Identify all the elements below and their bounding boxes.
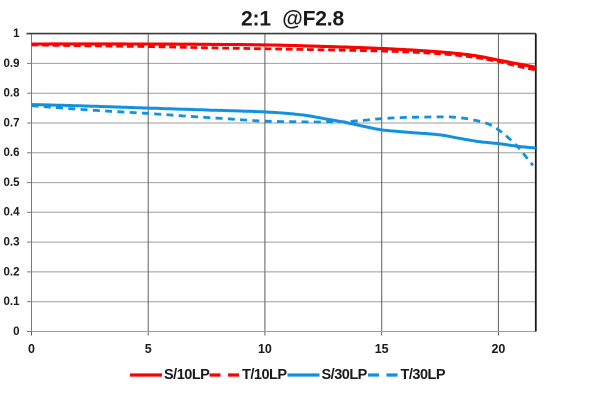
- svg-text:0: 0: [28, 342, 35, 356]
- svg-text:S/30LP: S/30LP: [322, 367, 368, 383]
- svg-text:2:1 @F2.8: 2:1 @F2.8: [241, 8, 344, 31]
- svg-text:0.3: 0.3: [4, 237, 20, 249]
- svg-text:5: 5: [145, 342, 152, 356]
- svg-text:0.6: 0.6: [4, 147, 20, 159]
- svg-text:15: 15: [375, 342, 389, 356]
- svg-text:0.7: 0.7: [4, 117, 20, 129]
- svg-text:20: 20: [491, 342, 505, 356]
- svg-text:0.9: 0.9: [4, 58, 20, 70]
- svg-text:0.5: 0.5: [4, 177, 21, 189]
- svg-text:10: 10: [258, 342, 272, 356]
- svg-text:S/10LP: S/10LP: [164, 367, 210, 383]
- svg-text:T/10LP: T/10LP: [242, 367, 287, 383]
- svg-text:0.8: 0.8: [4, 88, 21, 100]
- svg-text:0: 0: [13, 326, 19, 338]
- svg-text:T/30LP: T/30LP: [401, 367, 446, 383]
- svg-text:1: 1: [13, 28, 20, 40]
- svg-text:0.1: 0.1: [4, 296, 21, 308]
- svg-text:0.4: 0.4: [4, 207, 21, 219]
- svg-text:0.2: 0.2: [4, 266, 20, 278]
